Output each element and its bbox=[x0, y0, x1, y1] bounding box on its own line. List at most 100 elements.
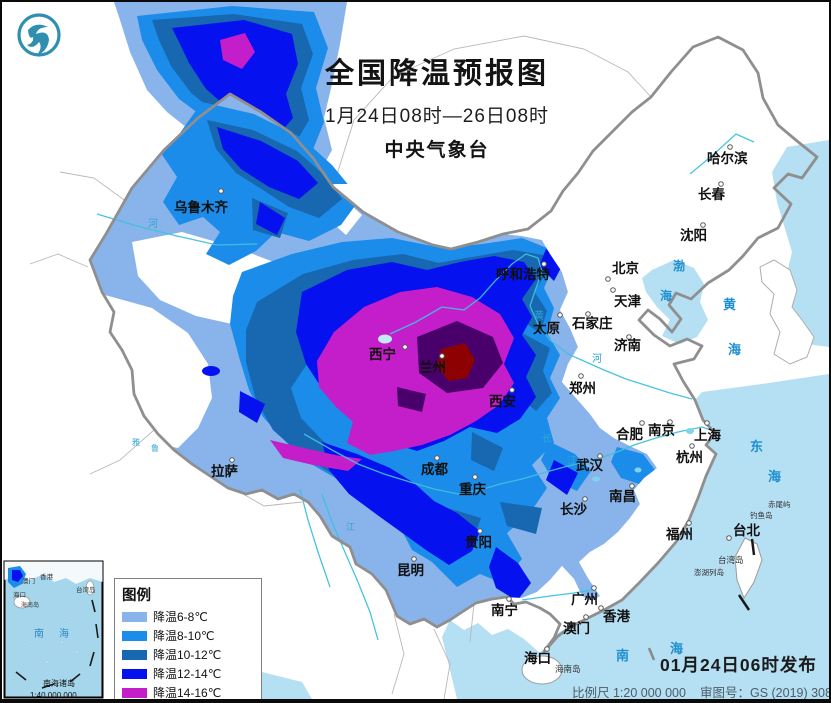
dash-line-segments bbox=[647, 538, 756, 661]
korea-outline bbox=[759, 259, 815, 365]
city-marker: 西宁 bbox=[369, 344, 408, 362]
city-dot bbox=[582, 496, 588, 502]
taiwan-island bbox=[734, 537, 763, 600]
city-marker: 南昌 bbox=[609, 483, 636, 504]
city-marker: 长春 bbox=[698, 181, 726, 202]
city-dot bbox=[610, 287, 616, 293]
inset-label: 台湾岛 bbox=[76, 585, 96, 594]
legend-item: 降温6-8℃ bbox=[122, 608, 254, 625]
sea-label: 渤 bbox=[673, 258, 685, 273]
island-label: 澎湖列岛 bbox=[694, 567, 724, 577]
city-marker: 南宁 bbox=[491, 596, 518, 618]
legend-item: 降温8-10℃ bbox=[122, 627, 254, 644]
city-marker: 北京 bbox=[605, 260, 639, 282]
inset-label: 海南岛 bbox=[21, 601, 39, 609]
city-marker: 福州 bbox=[665, 520, 693, 542]
inset-label: 澳门 bbox=[22, 576, 35, 585]
city-label: 石家庄 bbox=[571, 315, 613, 331]
city-dot bbox=[686, 520, 692, 526]
city-marker: 合肥 bbox=[616, 420, 645, 442]
island-label: 赤尾屿 bbox=[768, 500, 791, 509]
city-dot bbox=[639, 420, 645, 426]
city-dot bbox=[597, 453, 603, 459]
city-marker: 西安 bbox=[489, 387, 516, 409]
lake-poyang bbox=[634, 467, 642, 473]
city-marker: 呼和浩特 bbox=[496, 261, 550, 282]
cma-logo-icon bbox=[17, 13, 61, 57]
city-marker: 澳门 bbox=[563, 614, 590, 636]
city-dot bbox=[544, 646, 550, 652]
river-label: 长 bbox=[542, 433, 552, 445]
sea-label: 东 bbox=[750, 439, 763, 454]
city-label: 重庆 bbox=[459, 481, 486, 497]
city-dot bbox=[578, 373, 584, 379]
city-label: 合肥 bbox=[616, 426, 644, 442]
city-label: 福州 bbox=[665, 526, 693, 542]
city-marker: 杭州 bbox=[676, 443, 703, 465]
island-label: 海南岛 bbox=[555, 664, 581, 674]
city-dot bbox=[626, 334, 632, 340]
legend-item: 降温10-12℃ bbox=[122, 646, 254, 663]
inset-label: 海口 bbox=[13, 590, 26, 599]
legend-swatch bbox=[122, 649, 147, 660]
city-marker: 贵阳 bbox=[465, 528, 492, 550]
city-label: 贵阳 bbox=[465, 534, 492, 550]
city-label: 南昌 bbox=[609, 488, 636, 504]
legend-swatch bbox=[122, 611, 147, 622]
city-dot bbox=[689, 443, 695, 449]
city-dot bbox=[557, 312, 563, 318]
city-label: 天津 bbox=[614, 293, 642, 309]
city-label: 广州 bbox=[571, 591, 598, 607]
city-label: 郑州 bbox=[569, 380, 596, 396]
sea-labels: 渤海黄海东海南海 bbox=[616, 258, 781, 663]
city-dot bbox=[667, 419, 673, 425]
city-dot bbox=[506, 596, 512, 602]
island-label: 台湾岛 bbox=[718, 555, 744, 565]
city-label: 武汉 bbox=[576, 457, 604, 473]
city-marker: 郑州 bbox=[569, 373, 596, 396]
legend-item: 降温12-14℃ bbox=[122, 665, 254, 682]
legend-label: 降温10-12℃ bbox=[153, 648, 222, 662]
city-label: 西宁 bbox=[369, 346, 396, 362]
city-marker: 哈尔滨 bbox=[707, 144, 748, 166]
city-dot bbox=[704, 420, 710, 426]
island-label: 钓鱼岛 bbox=[750, 510, 773, 520]
sea-label: 海 bbox=[768, 469, 781, 484]
city-dot bbox=[411, 556, 417, 562]
city-label: 长春 bbox=[698, 186, 726, 202]
map-scale: 比例尺 1:20 000 000 bbox=[572, 686, 686, 700]
legend-swatch bbox=[122, 687, 147, 698]
city-marker: 天津 bbox=[610, 287, 642, 309]
legend-title: 图例 bbox=[122, 588, 151, 604]
city-dot bbox=[629, 483, 635, 489]
legend-item: 降温14-16℃ bbox=[122, 684, 254, 699]
city-dot bbox=[727, 144, 733, 150]
city-label: 香港 bbox=[602, 608, 631, 624]
city-dot bbox=[477, 528, 483, 534]
city-dot bbox=[402, 344, 408, 350]
sea-label: 南 bbox=[616, 648, 629, 663]
inset-label: 海 bbox=[59, 627, 69, 640]
river-label: 河 bbox=[592, 353, 602, 365]
legend-label: 降温12-14℃ bbox=[153, 667, 222, 681]
city-dot bbox=[541, 261, 547, 267]
legend-swatch bbox=[122, 668, 147, 679]
city-label: 拉萨 bbox=[211, 463, 238, 479]
city-dot bbox=[218, 188, 224, 194]
city-dot bbox=[726, 535, 732, 541]
city-marker: 沈阳 bbox=[680, 222, 707, 243]
city-label: 北京 bbox=[612, 260, 639, 276]
city-marker: 武汉 bbox=[576, 453, 604, 473]
city-label: 南宁 bbox=[491, 602, 518, 618]
penghu-islands bbox=[718, 566, 722, 570]
city-label: 西安 bbox=[489, 393, 516, 409]
inset-label: 南海诸岛 bbox=[43, 678, 75, 688]
city-marker: 上海 bbox=[694, 420, 722, 443]
city-label: 海口 bbox=[524, 650, 551, 666]
river-label: 江 bbox=[346, 522, 355, 532]
city-label: 呼和浩特 bbox=[496, 266, 550, 282]
city-dot bbox=[585, 311, 591, 317]
